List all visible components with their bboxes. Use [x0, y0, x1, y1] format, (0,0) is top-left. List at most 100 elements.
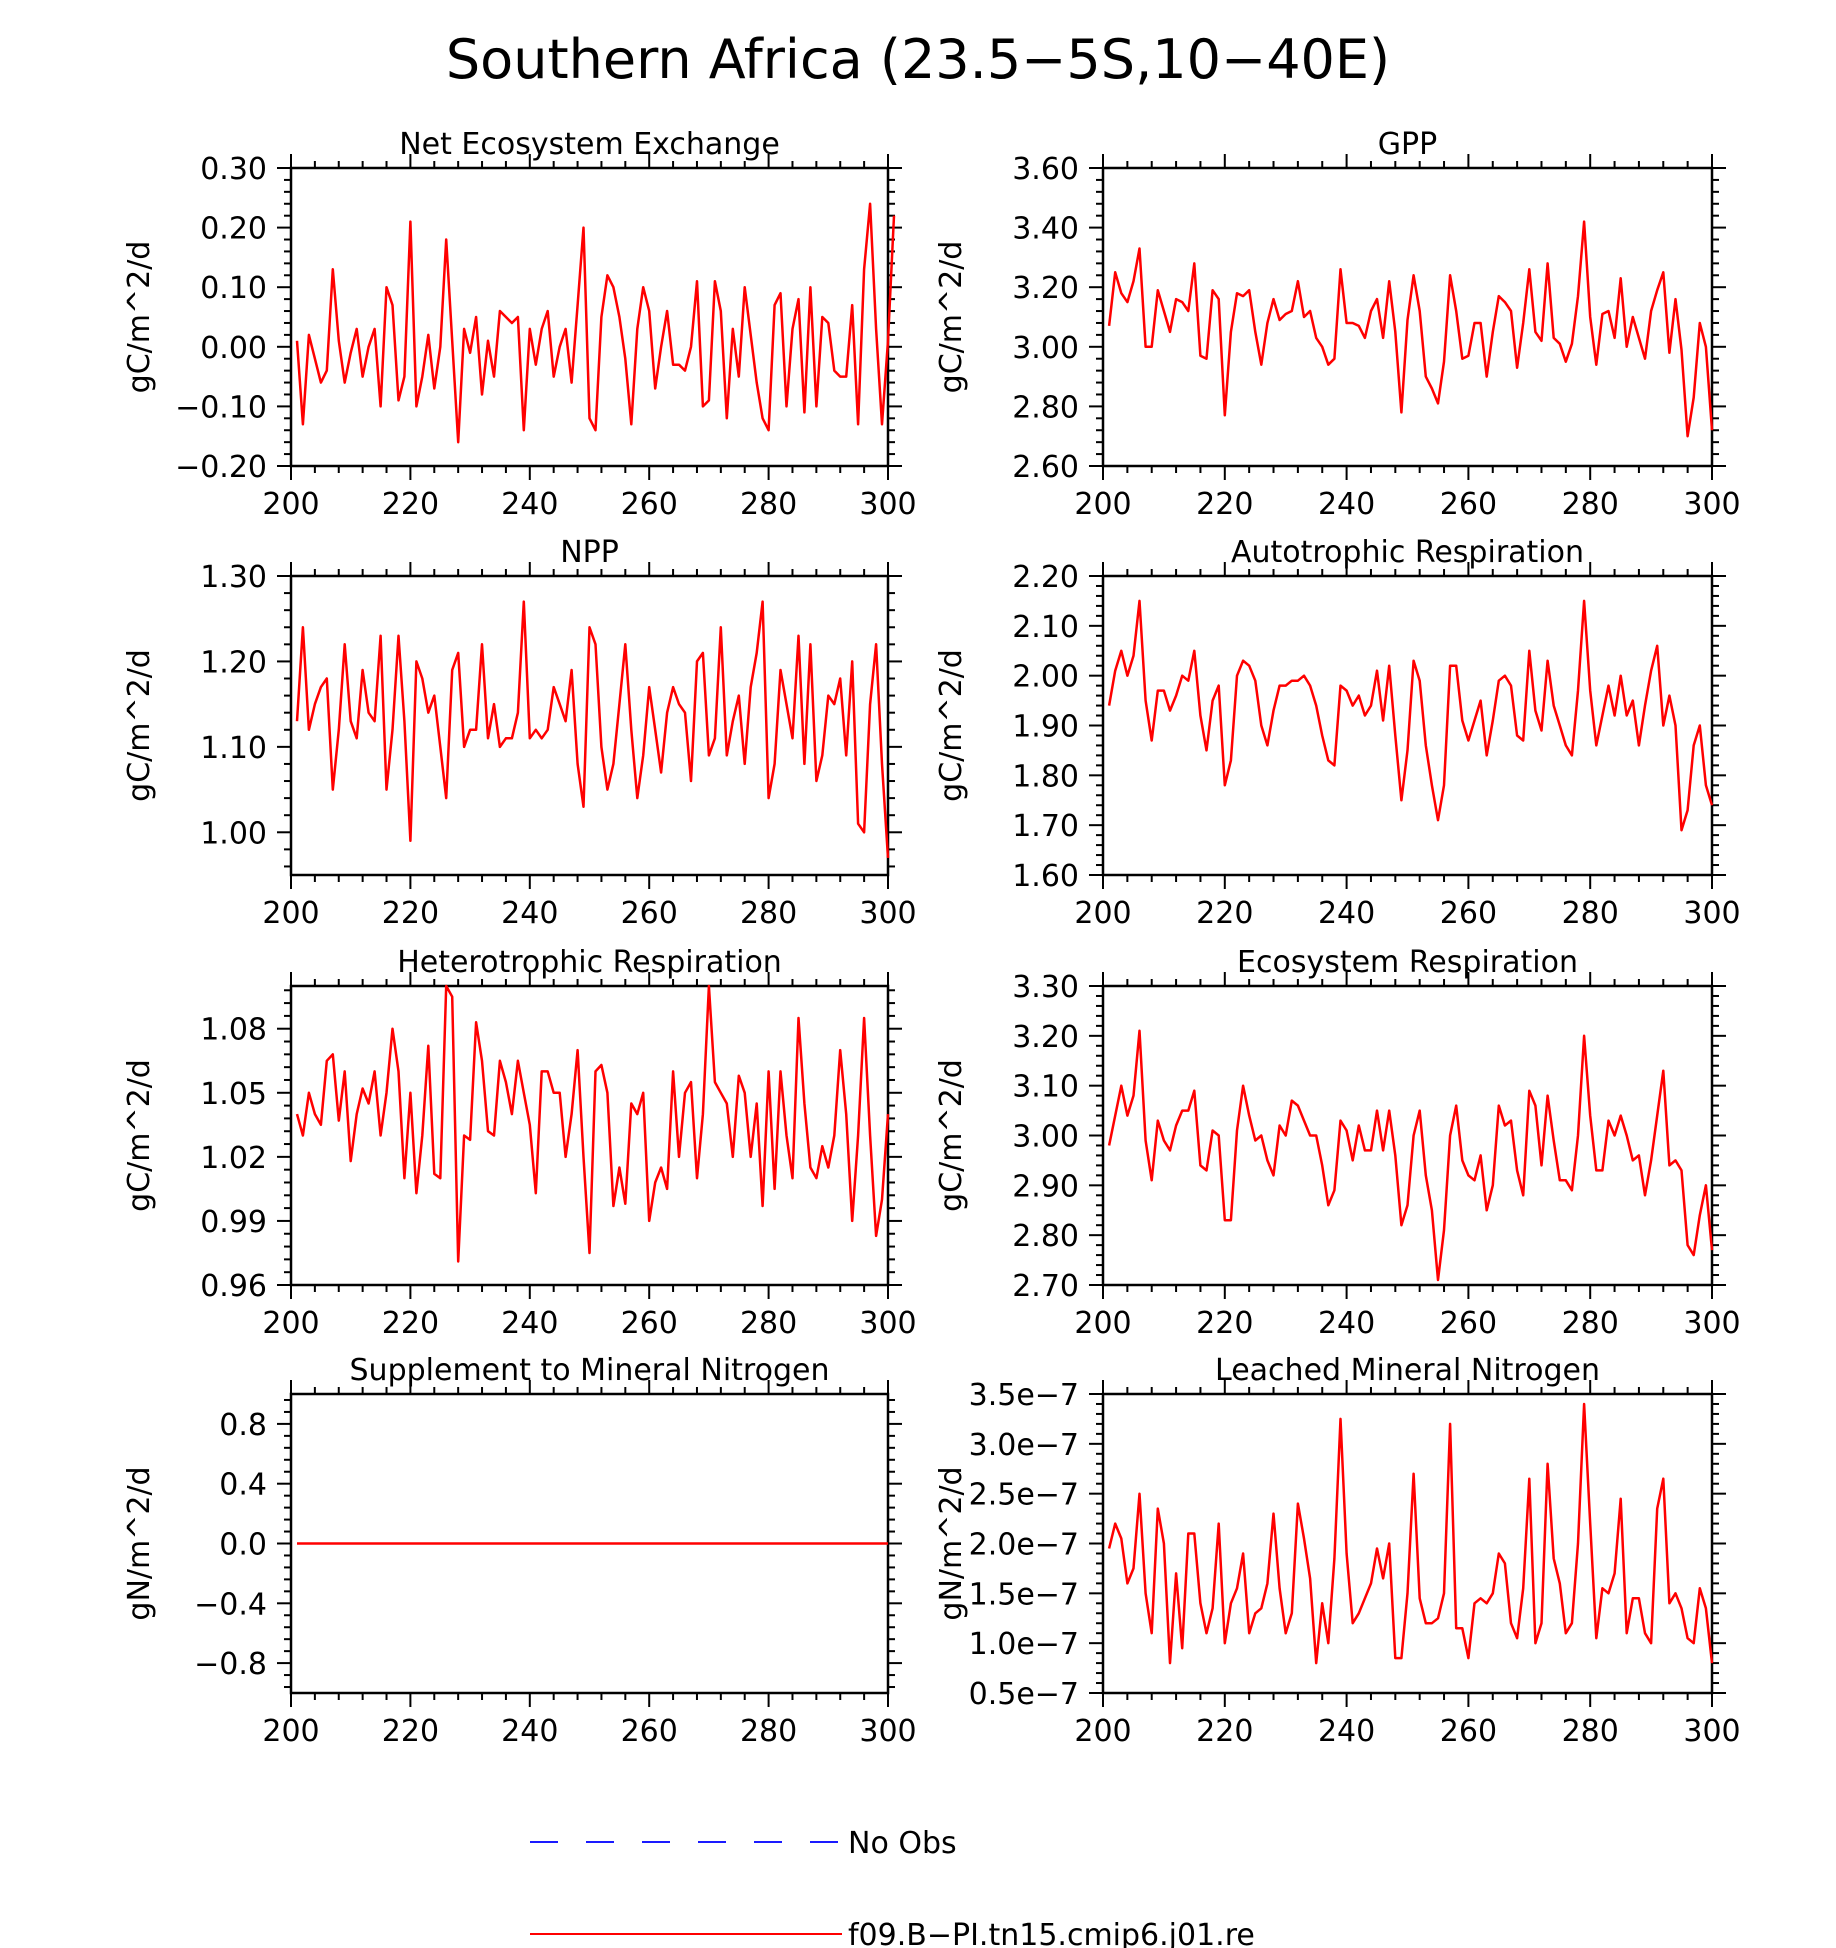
y-tick-label: 0.20 — [200, 212, 267, 247]
x-tick-label: 280 — [1562, 1306, 1619, 1341]
panel-title: Ecosystem Respiration — [1237, 945, 1578, 980]
series-line — [295, 984, 890, 1263]
y-axis-label: gC/m^2/d — [122, 241, 157, 394]
y-tick-label: 0.0 — [219, 1528, 267, 1563]
x-tick-label: 220 — [1196, 1306, 1253, 1341]
panel-title: Heterotrophic Respiration — [397, 945, 782, 980]
x-tick-label: 260 — [621, 1306, 678, 1341]
series-line — [1107, 599, 1714, 832]
x-tick-label: 240 — [1318, 1306, 1375, 1341]
series-line — [295, 202, 896, 444]
x-tick-label: 300 — [1683, 1306, 1740, 1341]
y-tick-label: −0.10 — [175, 390, 267, 425]
x-tick-label: 300 — [859, 1714, 916, 1749]
y-tick-label: 2.80 — [1012, 1219, 1079, 1254]
series-line — [1107, 1402, 1714, 1665]
y-tick-label: 0.99 — [200, 1205, 267, 1240]
x-tick-label: 200 — [262, 1714, 319, 1749]
panel-4: Autotrophic Respiration gC/m^2/d 200 220 240… — [934, 535, 1741, 931]
figure-title: Southern Africa (23.5−5S,10−40E) — [446, 28, 1390, 91]
y-tick-label: 0.00 — [200, 331, 267, 366]
x-tick-label: 240 — [501, 1714, 558, 1749]
y-tick-label: −0.8 — [194, 1647, 267, 1682]
y-tick-label: 0.5e−7 — [969, 1677, 1079, 1712]
y-tick-label: 2.70 — [1012, 1269, 1079, 1304]
panel-title: GPP — [1378, 127, 1437, 162]
y-tick-label: 3.30 — [1012, 970, 1079, 1005]
x-tick-label: 300 — [859, 487, 916, 522]
series-line — [1107, 220, 1714, 438]
y-axis-label: gC/m^2/d — [122, 1059, 157, 1212]
x-tick-label: 200 — [1074, 1306, 1131, 1341]
y-tick-label: 1.20 — [200, 645, 267, 680]
y-axis-label: gC/m^2/d — [934, 649, 969, 802]
x-tick-label: 260 — [621, 1714, 678, 1749]
y-tick-label: 1.02 — [200, 1141, 267, 1176]
y-tick-label: −0.4 — [194, 1587, 267, 1622]
x-tick-label: 300 — [859, 896, 916, 931]
x-tick-label: 200 — [1074, 487, 1131, 522]
x-tick-label: 280 — [740, 1714, 797, 1749]
y-tick-label: 0.8 — [219, 1408, 267, 1443]
y-tick-label: 1.08 — [200, 1013, 267, 1048]
y-tick-label: 3.20 — [1012, 271, 1079, 306]
plot-frame — [1101, 166, 1714, 468]
y-axis-label: gN/m^2/d — [934, 1466, 969, 1620]
panel-title: Leached Mineral Nitrogen — [1215, 1353, 1600, 1388]
y-tick-label: 2.80 — [1012, 390, 1079, 425]
y-tick-label: 1.70 — [1012, 809, 1079, 844]
y-tick-label: −0.20 — [175, 450, 267, 485]
x-tick-label: 260 — [1440, 1306, 1497, 1341]
y-tick-label: 3.00 — [1012, 1120, 1079, 1155]
panel-7: Supplement to Mineral Nitrogen gN/m^2/d 20… — [122, 1353, 917, 1749]
y-tick-label: 3.5e−7 — [969, 1378, 1079, 1413]
x-tick-label: 220 — [382, 1714, 439, 1749]
x-tick-label: 200 — [1074, 896, 1131, 931]
x-tick-label: 280 — [1562, 896, 1619, 931]
x-tick-label: 280 — [740, 487, 797, 522]
y-tick-label: 3.60 — [1012, 152, 1079, 187]
panel-5: Heterotrophic Respiration gC/m^2/d 200 220 2… — [122, 945, 917, 1341]
x-tick-label: 220 — [1196, 896, 1253, 931]
y-tick-label: 1.05 — [200, 1077, 267, 1112]
x-tick-label: 240 — [501, 1306, 558, 1341]
panel-2: GPP gC/m^2/d 200 220 240 260 280 300 2.60 2.80 3.0… — [934, 127, 1741, 522]
y-tick-label: 0.4 — [219, 1468, 267, 1503]
legend-label-no-obs: No Obs — [848, 1826, 957, 1861]
x-tick-label: 280 — [1562, 1714, 1619, 1749]
panel-title: Net Ecosystem Exchange — [399, 127, 780, 162]
x-tick-label: 220 — [1196, 1714, 1253, 1749]
x-tick-label: 200 — [262, 896, 319, 931]
x-tick-label: 240 — [1318, 896, 1375, 931]
panel-3: NPP gC/m^2/d 200 220 240 260 280 300 1.00 1.10 1.2… — [122, 535, 917, 931]
x-tick-label: 260 — [1440, 896, 1497, 931]
y-tick-label: 1.10 — [200, 731, 267, 766]
y-tick-label: 1.60 — [1012, 859, 1079, 894]
y-tick-label: 2.20 — [1012, 560, 1079, 595]
series-line — [295, 600, 890, 858]
x-tick-label: 260 — [621, 896, 678, 931]
plot-frame — [289, 574, 890, 877]
y-tick-label: 2.60 — [1012, 450, 1079, 485]
x-tick-label: 200 — [1074, 1714, 1131, 1749]
x-tick-label: 220 — [382, 1306, 439, 1341]
y-tick-label: 1.80 — [1012, 759, 1079, 794]
y-tick-label: 1.00 — [200, 816, 267, 851]
y-tick-label: 3.20 — [1012, 1020, 1079, 1055]
y-tick-label: 2.5e−7 — [969, 1478, 1079, 1513]
x-tick-label: 300 — [1683, 1714, 1740, 1749]
y-axis-label: gC/m^2/d — [122, 649, 157, 802]
x-tick-label: 260 — [1440, 487, 1497, 522]
x-tick-label: 200 — [262, 487, 319, 522]
x-tick-label: 220 — [382, 487, 439, 522]
y-tick-label: 1.90 — [1012, 710, 1079, 745]
panels: Net Ecosystem Exchange gC/m^2/d 200 220 240 2… — [122, 127, 1741, 1749]
x-tick-label: 280 — [1562, 487, 1619, 522]
legend: No Obs f09.B−PI.tn15.cmip6.j01.re — [530, 1826, 1255, 1948]
y-tick-label: 0.30 — [200, 152, 267, 187]
y-tick-label: 3.00 — [1012, 331, 1079, 366]
x-tick-label: 280 — [740, 896, 797, 931]
x-tick-label: 260 — [1440, 1714, 1497, 1749]
x-tick-label: 280 — [740, 1306, 797, 1341]
